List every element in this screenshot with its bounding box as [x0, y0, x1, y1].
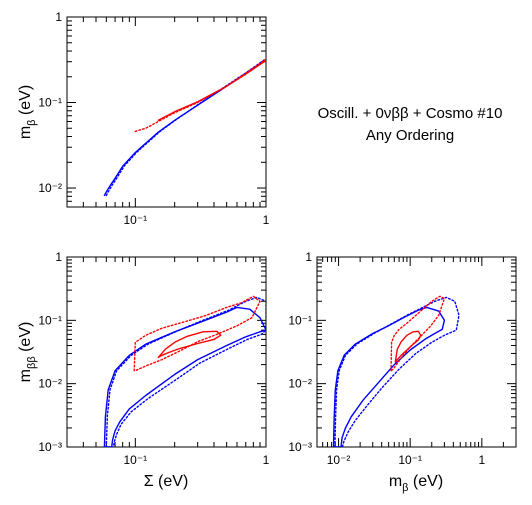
blue-solid-curve: [103, 58, 266, 197]
x-axis-label: mβ (eV): [389, 473, 443, 494]
plot-frame: [66, 256, 267, 448]
plot-frame: [316, 256, 517, 448]
y-tick-label: 10⁻³: [288, 440, 312, 454]
annotation-line2: Any Ordering: [366, 127, 454, 144]
panel-bottom-left: 10⁻¹ 1 10⁻³ 10⁻² 10⁻¹ 1 mββ (eV) Σ (eV): [17, 250, 270, 490]
y-tick-label: 10⁻¹: [288, 313, 312, 327]
y-tick-label: 1: [55, 250, 62, 264]
x-tick-label: 10⁻¹: [398, 453, 422, 467]
annotation-line1: Oscill. + 0νββ + Cosmo #10: [318, 105, 503, 122]
series-group: [103, 295, 266, 447]
series-group: [103, 58, 266, 197]
panel-bottom-right: 10⁻² 10⁻¹ 1 10⁻³ 10⁻² 10⁻¹ 1 mβ (eV): [288, 250, 517, 494]
y-tick-label: 10⁻²: [38, 181, 62, 195]
y-tick-label: 10⁻¹: [38, 313, 62, 327]
plot-frame: [66, 16, 267, 208]
x-tick-label: 1: [263, 213, 270, 227]
y-tick-label: 10⁻³: [38, 440, 62, 454]
x-tick-label: 10⁻¹: [123, 453, 147, 467]
blue-dotted-curve: [105, 296, 266, 447]
blue-dotted-curve: [105, 58, 266, 197]
y-tick-label: 10⁻¹: [38, 96, 62, 110]
x-axis-label: Σ (eV): [144, 473, 189, 490]
blue-solid-curve: [103, 306, 266, 447]
y-tick-label: 10⁻²: [38, 377, 62, 391]
y-tick-label: 1: [55, 10, 62, 24]
series-group: [332, 295, 460, 447]
x-tick-label: 1: [478, 453, 485, 467]
red-solid-curve: [394, 330, 422, 363]
panel-top-left: 10⁻¹ 1 10⁻² 10⁻¹ 1 mβ (eV): [17, 10, 270, 227]
y-tick-label: 10⁻²: [288, 377, 312, 391]
x-tick-label: 10⁻¹: [123, 213, 147, 227]
red-solid-curve: [157, 330, 222, 359]
blue-dotted-curve: [334, 296, 460, 447]
red-dotted-curve: [390, 295, 446, 372]
x-tick-label: 1: [263, 453, 270, 467]
blue-solid-curve: [332, 306, 446, 447]
red-dotted-curve: [133, 295, 261, 372]
x-tick-label: 10⁻²: [327, 453, 351, 467]
y-tick-label: 1: [305, 250, 312, 264]
y-axis-label: mβ (eV): [17, 85, 38, 139]
y-axis-label: mββ (eV): [17, 322, 38, 383]
red-dotted-curve: [134, 58, 266, 133]
